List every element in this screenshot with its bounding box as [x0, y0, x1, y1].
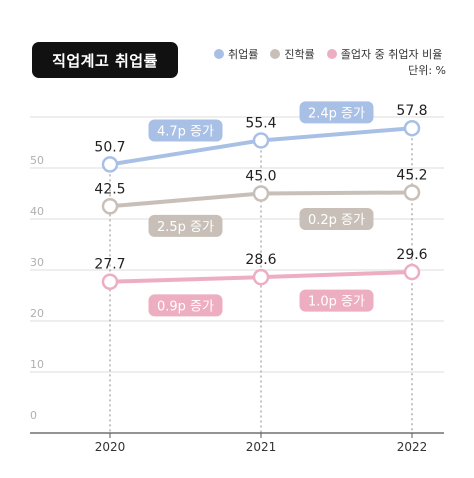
y-tick-label: 50	[30, 154, 44, 167]
y-tick-label: 0	[30, 409, 37, 422]
data-point-advancement	[403, 184, 421, 201]
chart-title: 직업계고 취업률	[32, 42, 178, 78]
annotation-text-advancement: 0.2p 증가	[308, 213, 365, 228]
annotation-badge-advancement	[299, 207, 374, 230]
data-label-advancement: 45.0	[245, 169, 276, 185]
annotation-badge-advancement	[148, 214, 223, 237]
legend-label-combined: 졸업자 중 취업자 비율	[340, 48, 443, 61]
data-label-combined: 28.6	[245, 252, 276, 268]
data-label-employment: 50.7	[94, 139, 125, 155]
x-tick-label: 2022	[397, 440, 428, 454]
legend: 취업률 진학률 졸업자 중 취업자 비율	[214, 46, 442, 62]
legend-swatch-employment	[214, 49, 224, 59]
data-point-employment	[252, 132, 270, 149]
data-point-employment	[101, 156, 119, 173]
annotation-badge-combined	[148, 294, 223, 317]
x-tick-label: 2021	[246, 440, 277, 454]
data-label-advancement: 45.2	[396, 167, 427, 183]
data-label-combined: 27.7	[94, 257, 125, 273]
annotation-badge-combined	[299, 289, 374, 312]
annotation-text-employment: 4.7p 증가	[157, 124, 214, 139]
data-point-advancement	[252, 185, 270, 202]
legend-item-advancement: 진학률	[270, 46, 315, 62]
legend-swatch-combined	[326, 49, 337, 59]
data-point-advancement	[101, 198, 119, 215]
annotation-badge-employment	[299, 101, 374, 124]
data-point-combined	[252, 268, 270, 286]
annotation-text-employment: 2.4p 증가	[308, 106, 365, 121]
legend-swatch-advancement	[270, 49, 281, 59]
data-point-combined	[101, 273, 119, 290]
data-label-advancement: 42.5	[94, 181, 125, 197]
annotation-text-combined: 0.9p 증가	[157, 299, 214, 314]
y-tick-label: 10	[30, 358, 44, 371]
data-point-combined	[403, 263, 421, 281]
legend-label-advancement: 진학률	[284, 48, 315, 61]
y-tick-label: 20	[30, 307, 44, 320]
y-tick-label: 30	[30, 256, 44, 269]
data-label-employment: 57.8	[396, 103, 427, 119]
data-label-combined: 29.6	[396, 247, 427, 263]
annotation-badge-employment	[148, 119, 223, 142]
legend-label-employment: 취업률	[228, 48, 259, 61]
legend-item-combined: 졸업자 중 취업자 비율	[326, 46, 443, 62]
annotation-text-combined: 1.0p 증가	[308, 295, 365, 310]
legend-item-employment: 취업률	[214, 46, 258, 62]
x-tick-label: 2020	[95, 440, 126, 454]
annotation-text-advancement: 2.5p 증가	[157, 220, 214, 235]
unit-label: 단위: %	[408, 64, 446, 77]
data-label-employment: 55.4	[245, 115, 276, 131]
y-tick-label: 40	[30, 205, 44, 218]
data-point-employment	[403, 119, 421, 137]
